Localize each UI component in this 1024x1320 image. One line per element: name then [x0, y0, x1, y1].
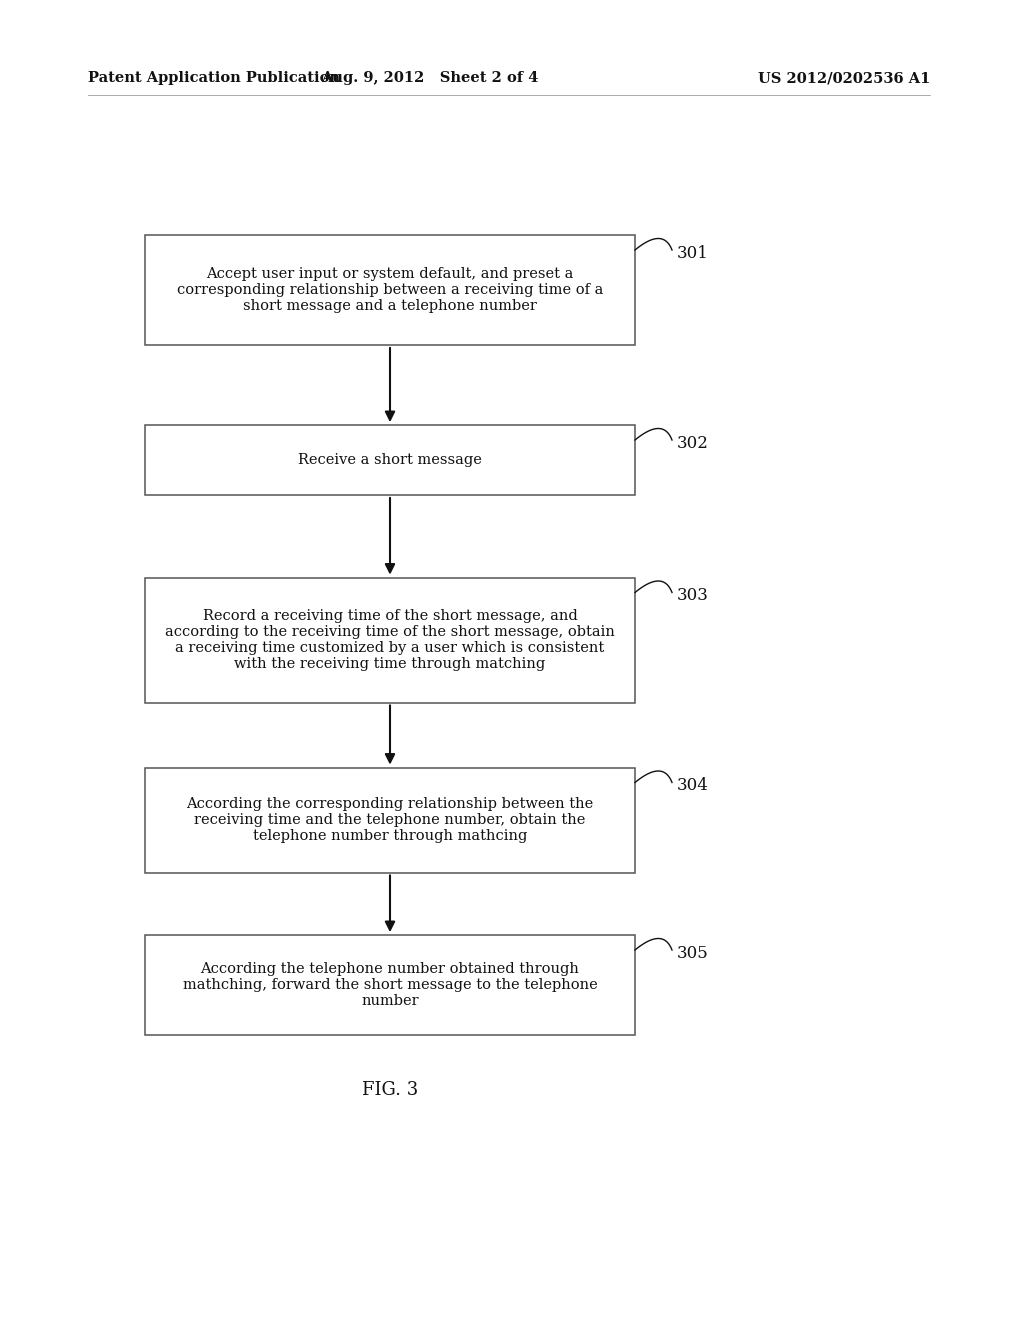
Bar	[145, 767, 635, 873]
Text: 304: 304	[677, 777, 709, 795]
Text: 301: 301	[677, 246, 709, 261]
Text: Record a receiving time of the short message, and
according to the receiving tim: Record a receiving time of the short mes…	[165, 609, 615, 672]
Text: Patent Application Publication: Patent Application Publication	[88, 71, 340, 84]
Bar	[145, 235, 635, 345]
Text: Accept user input or system default, and preset a
corresponding relationship bet: Accept user input or system default, and…	[177, 267, 603, 313]
Text: US 2012/0202536 A1: US 2012/0202536 A1	[758, 71, 930, 84]
Text: 302: 302	[677, 436, 709, 451]
Bar	[145, 935, 635, 1035]
Text: According the corresponding relationship between the
receiving time and the tele: According the corresponding relationship…	[186, 797, 594, 843]
Text: 305: 305	[677, 945, 709, 962]
Text: According the telephone number obtained through
mathching, forward the short mes: According the telephone number obtained …	[182, 962, 597, 1008]
Bar	[145, 425, 635, 495]
Text: 303: 303	[677, 587, 709, 605]
Text: Aug. 9, 2012   Sheet 2 of 4: Aug. 9, 2012 Sheet 2 of 4	[322, 71, 539, 84]
Bar	[145, 578, 635, 702]
Text: Receive a short message: Receive a short message	[298, 453, 482, 467]
Text: FIG. 3: FIG. 3	[361, 1081, 418, 1100]
